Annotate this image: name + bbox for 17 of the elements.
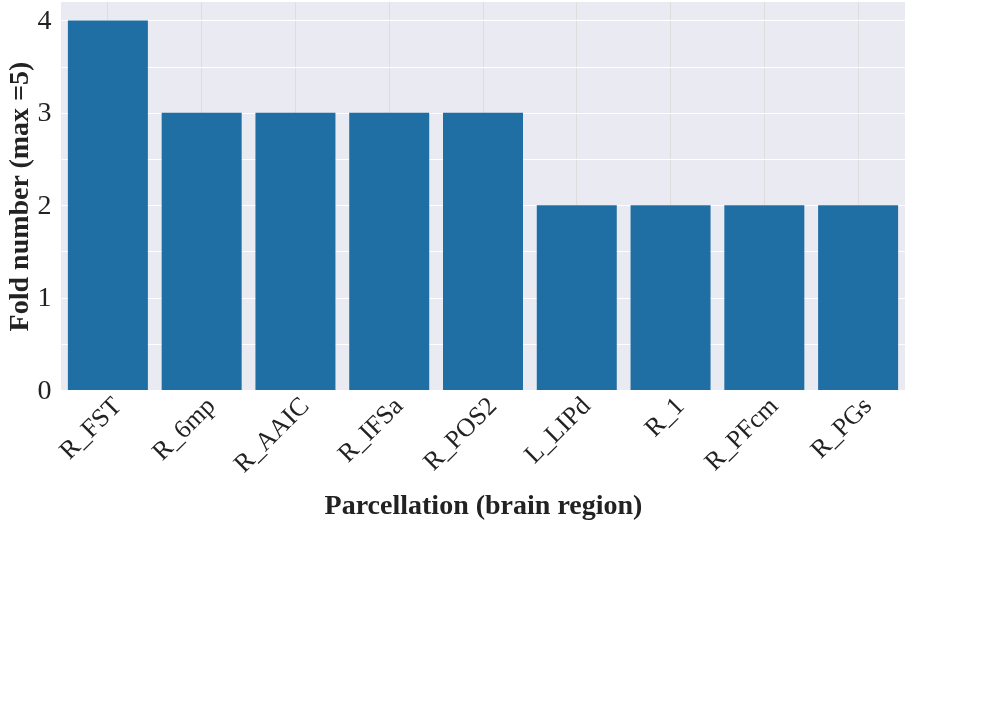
bar — [443, 112, 523, 390]
bar — [630, 205, 711, 390]
bar — [724, 205, 805, 390]
y-axis-title: Fold number (max =5) — [2, 61, 34, 332]
bar — [67, 20, 148, 390]
y-tick-label: 2 — [37, 188, 52, 220]
y-tick-label: 1 — [37, 281, 52, 313]
bar — [818, 205, 899, 390]
y-tick-label: 0 — [37, 373, 52, 405]
bar — [536, 205, 617, 390]
bar — [255, 112, 336, 390]
x-tick-label: R_1 — [638, 391, 690, 443]
bar — [349, 112, 430, 390]
bar — [161, 112, 242, 390]
x-axis-title: Parcellation (brain region) — [324, 489, 643, 521]
y-tick-label: 3 — [37, 96, 52, 128]
y-tick-label: 4 — [37, 3, 52, 35]
